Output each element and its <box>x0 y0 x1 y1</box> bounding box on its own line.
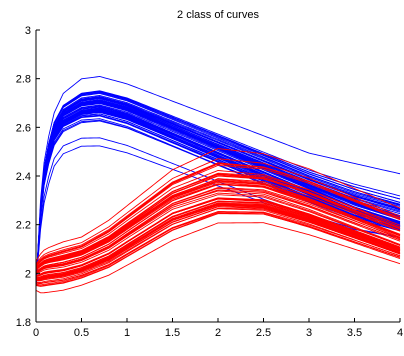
x-tick-label-2: 1 <box>124 327 130 339</box>
y-tick-label-3: 2.4 <box>16 171 31 183</box>
blue-curve-57 <box>36 98 400 286</box>
x-tick-label-8: 4 <box>397 327 403 339</box>
x-tick-label-3: 1.5 <box>165 327 180 339</box>
x-tick-label-1: 0.5 <box>74 327 89 339</box>
chart-title: 2 class of curves <box>177 9 259 21</box>
x-tick-label-0: 0 <box>33 327 39 339</box>
y-tick-label-0: 1.8 <box>16 317 31 329</box>
y-tick-label-4: 2.6 <box>16 122 31 134</box>
y-tick-label-2: 2.2 <box>16 220 31 232</box>
y-tick-label-5: 2.8 <box>16 74 31 86</box>
y-tick-label-1: 2 <box>25 268 31 280</box>
curves-layer <box>36 76 400 292</box>
x-tick-label-7: 3.5 <box>347 327 362 339</box>
x-tick-label-6: 3 <box>306 327 312 339</box>
x-tick-label-4: 2 <box>215 327 221 339</box>
y-tick-label-6: 3 <box>25 25 31 37</box>
blue-curve-24 <box>36 98 400 285</box>
x-tick-label-5: 2.5 <box>256 327 271 339</box>
